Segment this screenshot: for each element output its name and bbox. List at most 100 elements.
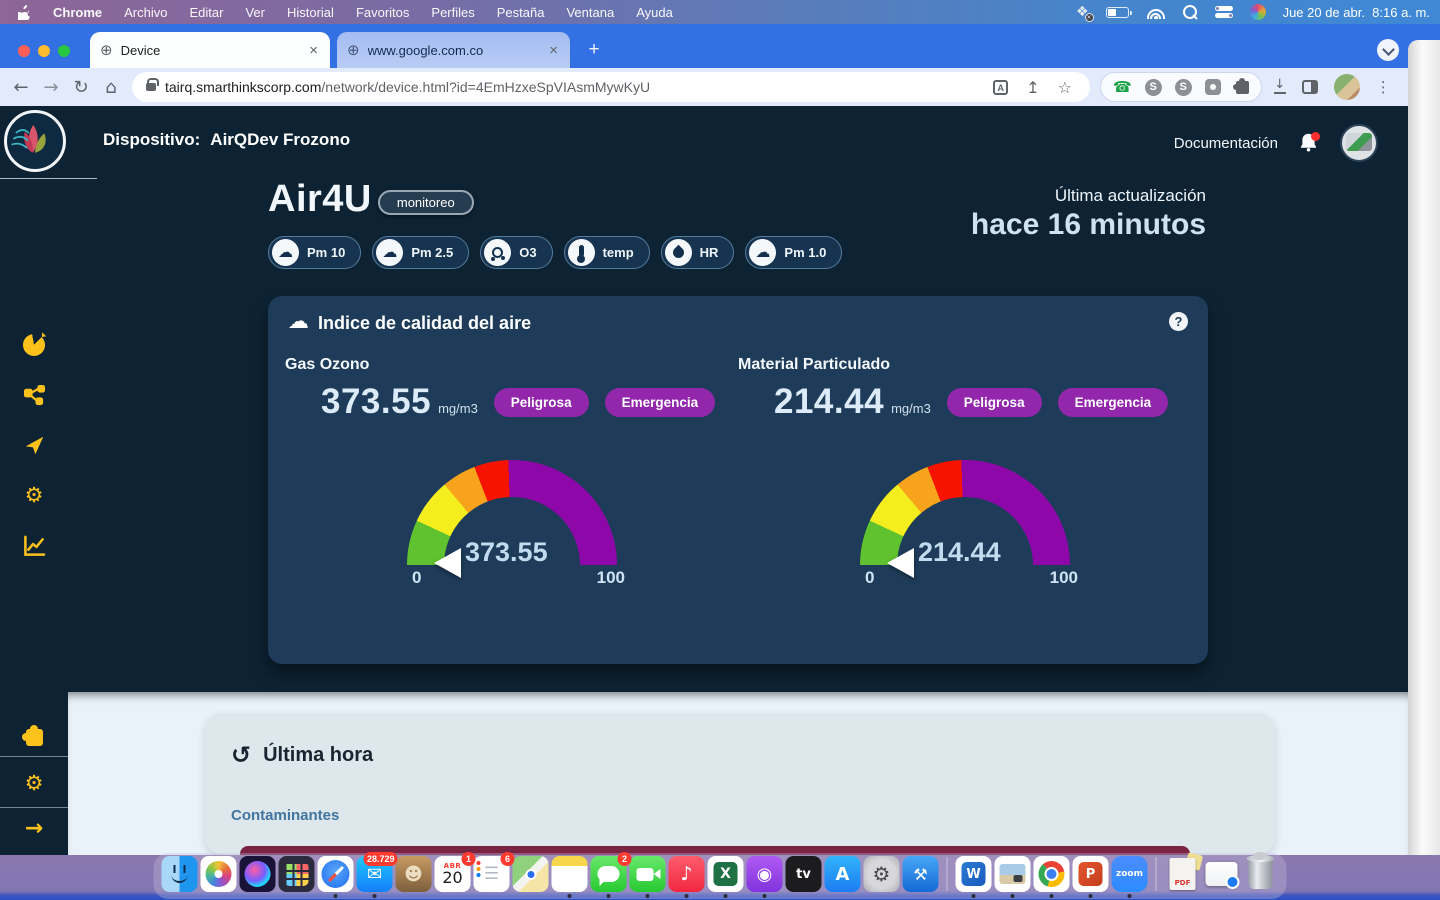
chip-temp[interactable]: temp	[563, 236, 650, 269]
documentation-link[interactable]: Documentación	[1173, 134, 1278, 152]
extension-icon[interactable]	[1204, 79, 1221, 95]
close-window-button[interactable]	[18, 45, 30, 57]
dock-settings-icon[interactable]: ⚙	[863, 856, 900, 892]
menu-favoritos[interactable]: Favoritos	[355, 4, 410, 20]
mode-badge[interactable]: monitoreo	[377, 190, 474, 215]
menubar-clock[interactable]: Jue 20 de abr. 8:16 a. m.	[1282, 4, 1430, 20]
chip-pm25[interactable]: ☁ Pm 2.5	[372, 236, 470, 269]
sidebar-item-analytics[interactable]	[12, 525, 56, 565]
extensions-group: ☎ S S	[1100, 72, 1262, 102]
dock-messages-icon[interactable]: 2	[590, 852, 632, 898]
sidebar-item-config[interactable]: ⚙	[12, 763, 56, 803]
side-panel-icon[interactable]	[1301, 80, 1318, 94]
sidebar-item-dashboard[interactable]	[12, 325, 56, 365]
dock-chrome-icon[interactable]	[1033, 856, 1070, 898]
sidebar-item-logout[interactable]: →	[12, 808, 56, 848]
settings-glyph: ⚙	[872, 862, 891, 886]
new-tab-button[interactable]: +	[588, 39, 600, 60]
chip-hr[interactable]: HR	[660, 236, 735, 269]
dock-window-icon[interactable]	[1204, 856, 1240, 892]
help-icon[interactable]: ?	[1169, 312, 1188, 331]
menubar-app-icon[interactable]	[1249, 4, 1266, 20]
dock-safari-icon[interactable]	[317, 856, 354, 898]
phone-extension-icon[interactable]: ☎	[1113, 78, 1132, 96]
scrollbar-track[interactable]	[1408, 40, 1440, 855]
menu-ventana[interactable]: Ventana	[566, 4, 615, 20]
sidebar-item-location[interactable]	[12, 425, 56, 465]
battery-icon[interactable]	[1105, 6, 1132, 18]
close-tab-icon[interactable]: ×	[309, 41, 318, 59]
share-icon[interactable]: ↥	[1026, 77, 1040, 97]
menu-perfiles[interactable]: Perfiles	[431, 4, 475, 20]
back-icon[interactable]: ←	[13, 76, 29, 98]
sidebar-item-plugins[interactable]	[12, 717, 56, 757]
control-center-icon[interactable]	[1214, 6, 1233, 18]
contaminantes-link[interactable]: Contaminantes	[231, 807, 340, 824]
dock-appletv-icon[interactable]: tv	[785, 856, 822, 892]
extensions-puzzle-icon[interactable]	[1232, 77, 1249, 94]
dock-facetime-icon[interactable]	[629, 856, 666, 898]
app-logo[interactable]	[4, 110, 66, 172]
dock-launchpad-icon[interactable]	[278, 856, 315, 892]
tab-device[interactable]: ⊕ Device ×	[90, 32, 330, 68]
dock-mail-icon[interactable]: ✉ 28.729	[356, 852, 398, 898]
dock-photos-icon[interactable]	[200, 856, 237, 892]
wifi-icon[interactable]	[1146, 5, 1166, 19]
zoom-window-button[interactable]	[58, 45, 70, 57]
chip-pm1[interactable]: ☁ Pm 1.0	[745, 236, 843, 269]
menu-pestana[interactable]: Pestaña	[496, 4, 545, 20]
dock-powerpoint-icon[interactable]: P	[1072, 856, 1109, 898]
reload-icon[interactable]: ↻	[73, 76, 89, 98]
notifications-bell-icon[interactable]	[1298, 132, 1320, 154]
close-tab-icon[interactable]: ×	[549, 41, 558, 59]
sidebar-item-network[interactable]	[12, 375, 56, 415]
dock-calendar-icon[interactable]: ABR 20 1	[434, 852, 476, 892]
dock-excel-icon[interactable]: X	[707, 856, 744, 898]
user-avatar[interactable]	[1340, 124, 1378, 162]
chip-pm10[interactable]: ☁ Pm 10	[268, 236, 362, 269]
gauge-max-label: 100	[1049, 568, 1078, 587]
tab-search-chevron-icon[interactable]	[1377, 39, 1399, 61]
menu-app-name[interactable]: Chrome	[53, 4, 103, 20]
address-bar[interactable]: tairq.smarthinkscorp.com/network/device.…	[132, 72, 1090, 102]
menu-archivo[interactable]: Archivo	[124, 4, 168, 20]
skype-extension-icon[interactable]: S	[1144, 78, 1162, 96]
menu-ver[interactable]: Ver	[245, 4, 265, 20]
chip-o3[interactable]: O3	[480, 236, 553, 269]
tab-google[interactable]: ⊕ www.google.com.co ×	[337, 32, 570, 68]
dock-zoom-icon[interactable]: zoom	[1111, 856, 1148, 898]
dock-contacts-icon[interactable]: ☻	[395, 856, 432, 892]
skype-extension-icon[interactable]: S	[1174, 78, 1192, 96]
dock-podcasts-icon[interactable]: ◉	[746, 856, 783, 898]
translate-icon[interactable]: A	[993, 79, 1009, 95]
url-text[interactable]: tairq.smarthinkscorp.com/network/device.…	[165, 79, 651, 95]
forward-icon[interactable]: →	[43, 76, 59, 98]
dock-maps-icon[interactable]	[512, 856, 549, 892]
menu-historial[interactable]: Historial	[286, 4, 334, 20]
apple-icon[interactable]	[18, 4, 31, 20]
dock-trash-icon[interactable]	[1243, 852, 1279, 892]
dock-reminders-icon[interactable]: ☰ 6	[473, 852, 515, 892]
bookmark-star-icon[interactable]: ☆	[1057, 77, 1072, 97]
menu-editar[interactable]: Editar	[189, 4, 224, 20]
dock-finder-icon[interactable]	[161, 856, 198, 892]
sidebar-item-settings[interactable]: ⚙	[12, 475, 56, 515]
dock-music-icon[interactable]: ♪	[668, 856, 705, 898]
downloads-icon[interactable]: ↓	[1273, 77, 1286, 94]
minimize-window-button[interactable]	[38, 45, 50, 57]
dock-notes-icon[interactable]	[551, 856, 588, 898]
gauge-material-particulado: Material Particulado 214.44 mg/m3 Peligr…	[738, 352, 1183, 652]
profile-avatar[interactable]	[1333, 74, 1360, 100]
menu-ayuda[interactable]: Ayuda	[636, 4, 673, 20]
dock-word-icon[interactable]: W	[955, 856, 992, 898]
spotlight-search-icon[interactable]	[1182, 4, 1198, 20]
dock-preview-icon[interactable]	[994, 856, 1031, 898]
dock-appstore-icon[interactable]: A	[824, 856, 861, 892]
dropbox-icon[interactable]: ❖ ×	[1076, 4, 1094, 22]
home-icon[interactable]: ⌂	[105, 76, 117, 98]
lock-icon[interactable]	[146, 78, 159, 91]
dock-pdf-icon[interactable]: PDF	[1165, 856, 1201, 892]
chrome-menu-icon[interactable]: ⋮	[1375, 78, 1391, 96]
dock-siri-icon[interactable]	[239, 856, 276, 892]
dock-remotedesktop-icon[interactable]: ⚒	[902, 856, 939, 892]
